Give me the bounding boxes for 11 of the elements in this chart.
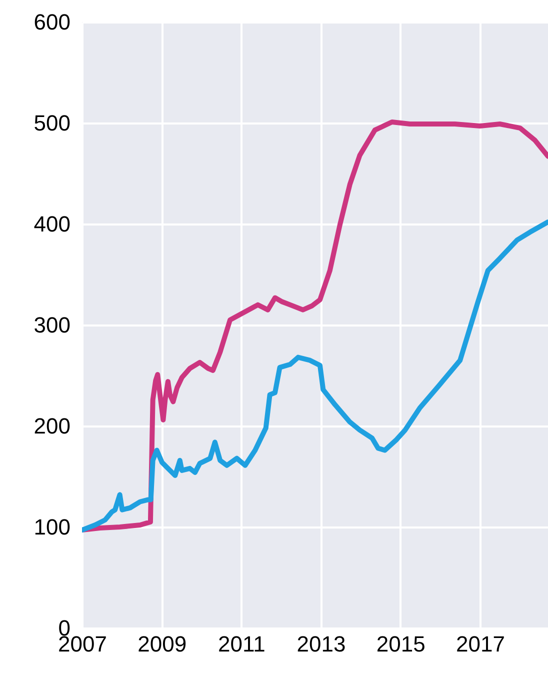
x-tick-label: 2009 — [138, 632, 187, 656]
y-tick-label: 300 — [34, 312, 70, 338]
x-tick-label: 2013 — [296, 632, 346, 656]
x-tick-label: 2015 — [376, 632, 426, 656]
y-tick-label: 400 — [34, 212, 70, 236]
y-tick-label: 200 — [34, 414, 70, 438]
x-tick-label: 2011 — [218, 632, 266, 656]
y-tick-label: 500 — [34, 110, 70, 136]
y-tick-label: 100 — [34, 514, 70, 540]
x-tick-label: 2017 — [456, 632, 505, 656]
y-tick-label: 600 — [34, 10, 70, 34]
